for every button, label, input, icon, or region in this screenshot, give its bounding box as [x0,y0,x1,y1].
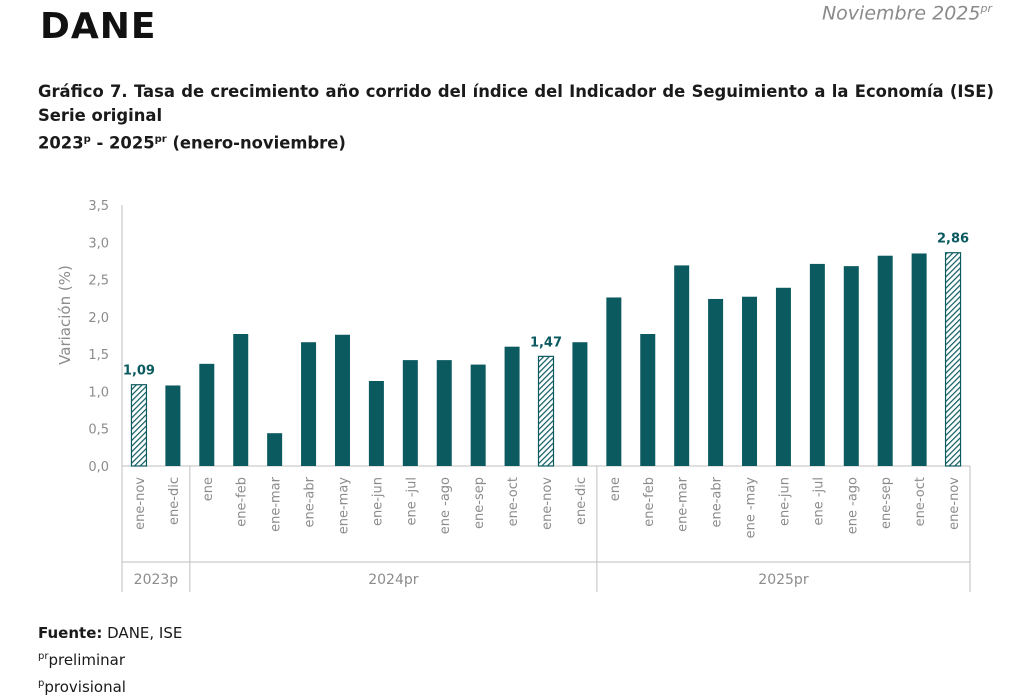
bar [640,334,656,466]
y-tick-label: 2,0 [88,311,109,326]
bar [606,297,622,466]
data-label: 1,09 [123,364,155,379]
note-preliminar-text: preliminar [48,651,126,669]
y-tick-label: 3,0 [88,236,109,251]
subtitle-sup-a: p [83,134,91,145]
subtitle-part-a: 2023 [38,133,84,153]
x-tick-label: ene-abr [710,476,725,527]
data-label: 1,47 [530,335,562,350]
x-tick-label: ene-dic [574,477,589,525]
x-tick-label: ene -may [744,477,759,539]
chart-subtitle: 2023p - 2025pr (enero-noviembre) [38,128,994,155]
x-tick-label: ene-jun [370,477,385,526]
bar [436,360,452,466]
bar [537,355,555,467]
x-tick-label: ene-abr [303,476,318,527]
bar [267,433,283,466]
note-provisional-text: provisional [44,678,126,696]
bar [809,263,825,466]
bar-chart: Variación (%) 0,0 0,5 1,0 1,5 2,0 2,5 3,0 3,5 1… [56,199,971,592]
bar [130,384,148,467]
bar [402,360,418,466]
x-tick-label: ene-feb [235,477,250,527]
x-tick-label: ene -jul [811,477,826,526]
bar [504,346,520,466]
x-tick-label: ene -jul [404,477,419,526]
bar [470,364,486,466]
x-tick-label: ene-sep [472,477,487,529]
data-label: 2,86 [937,232,969,247]
bar [944,252,962,467]
x-tick-label: ene-may [336,477,351,535]
note-provisional-sup: p [38,678,45,689]
bar [368,380,384,466]
group-label: 2025pr [758,572,809,588]
x-tick-label: ene [608,477,623,501]
x-tick-label: ene-oct [506,477,521,526]
report-period-text: Noviembre 2025 [821,2,981,25]
bar [199,363,215,466]
y-tick-label: 1,0 [88,385,109,400]
bar [334,334,350,466]
bar [708,298,724,466]
bar [674,265,690,466]
x-tick-label: ene-feb [642,477,657,527]
bar [742,296,758,466]
x-tick-label: ene-sep [879,477,894,529]
bar [877,255,893,466]
note-preliminar: prpreliminar [38,645,182,672]
chart-title-main: Gráfico 7. Tasa de crecimiento año corri… [38,82,994,125]
y-tick-label: 0,0 [88,460,109,475]
bar [233,334,249,466]
source-label: Fuente: [38,624,103,642]
bar [572,342,588,466]
subtitle-part-end: (enero-noviembre) [166,133,346,153]
x-tick-label: ene-nov [540,477,555,530]
x-tick-label: ene -ago [438,477,453,534]
group-label: 2024pr [368,572,419,588]
x-tick-label: ene [201,477,216,501]
source-line: Fuente: DANE, ISE [38,622,182,645]
x-tick-label: ene-dic [167,477,182,525]
note-preliminar-sup: pr [38,651,49,662]
x-tick-label: ene-jun [777,477,792,526]
bar [165,385,181,466]
chart-footer: Fuente: DANE, ISE prpreliminar pprovisio… [38,622,182,699]
bar [301,342,317,466]
group-label: 2023p [134,572,179,588]
chart-title: Gráfico 7. Tasa de crecimiento año corri… [38,80,994,155]
bar [843,266,859,466]
dane-logo: DANE [40,6,157,47]
x-tick-label: ene -ago [845,477,860,534]
x-tick-label: ene-nov [947,477,962,530]
y-tick-label: 1,5 [88,348,109,363]
source-text: DANE, ISE [102,624,183,642]
y-tick-label: 3,5 [88,199,109,214]
x-tick-label: ene-mar [676,476,691,532]
note-provisional: pprovisional [38,672,182,699]
bar [911,253,927,466]
report-period: Noviembre 2025pr [822,2,992,24]
x-tick-label: ene-nov [133,477,148,530]
x-tick-label: ene-mar [269,476,284,532]
y-axis-label: Variación (%) [56,265,74,365]
report-period-sup: pr [980,2,992,15]
subtitle-part-mid: - 2025 [90,133,155,153]
bar [775,287,791,466]
y-tick-label: 2,5 [88,274,109,289]
subtitle-sup-b: pr [154,134,167,145]
y-tick-label: 0,5 [88,423,109,438]
x-tick-label: ene-oct [913,477,928,526]
